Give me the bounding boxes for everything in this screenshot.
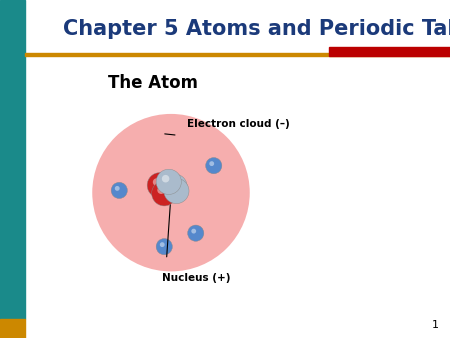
Ellipse shape <box>168 179 175 187</box>
Ellipse shape <box>147 173 172 198</box>
Ellipse shape <box>164 178 189 203</box>
Ellipse shape <box>162 175 169 183</box>
Ellipse shape <box>158 186 165 194</box>
Ellipse shape <box>191 229 196 234</box>
Ellipse shape <box>115 186 120 191</box>
Ellipse shape <box>92 114 250 271</box>
Ellipse shape <box>111 182 127 198</box>
Ellipse shape <box>156 169 181 194</box>
Ellipse shape <box>153 178 160 186</box>
Ellipse shape <box>206 158 222 174</box>
Text: Nucleus (+): Nucleus (+) <box>162 273 230 283</box>
Ellipse shape <box>162 174 187 199</box>
Text: 1: 1 <box>432 319 439 330</box>
Ellipse shape <box>188 225 204 241</box>
Ellipse shape <box>160 242 165 247</box>
Ellipse shape <box>152 181 177 206</box>
Ellipse shape <box>156 239 172 255</box>
Text: Electron cloud (–): Electron cloud (–) <box>187 119 289 128</box>
Ellipse shape <box>170 184 177 192</box>
Text: Chapter 5 Atoms and Periodic Table: Chapter 5 Atoms and Periodic Table <box>63 19 450 39</box>
Ellipse shape <box>209 161 214 166</box>
Text: The Atom: The Atom <box>108 74 198 92</box>
